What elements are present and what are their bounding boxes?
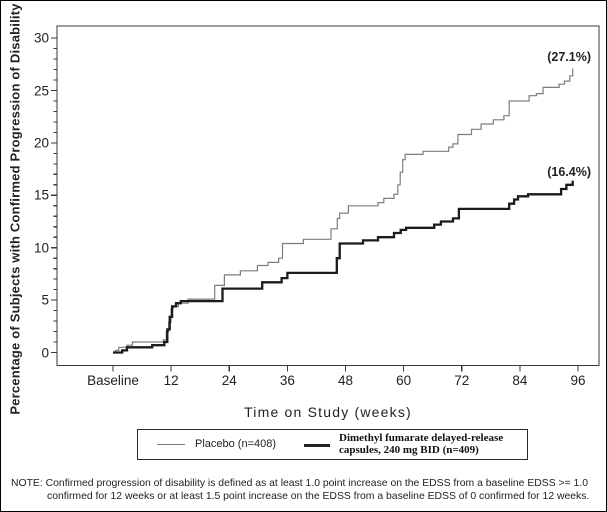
legend-label-placebo: Placebo (n=408) [195, 438, 277, 450]
footnote-line2: confirmed for 12 weeks or at least 1.5 p… [47, 491, 590, 502]
legend-label-dmf-line1: Dimethyl fumarate delayed-release [339, 432, 504, 444]
y-tick-label: 10 [33, 240, 49, 256]
x-tick-label: 24 [221, 373, 237, 388]
legend-label-dmf-line2: capsules, 240 mg BID (n=409) [339, 443, 479, 456]
footnote: NOTE: Confirmed progression of disabilit… [11, 477, 603, 503]
x-tick-label: 12 [163, 373, 179, 388]
x-tick-label: 48 [337, 373, 354, 388]
y-tick-label: 20 [33, 135, 49, 151]
dmf-line-swatch [304, 444, 330, 447]
x-tick-label: 60 [396, 373, 412, 388]
series-curve-placebo [113, 68, 574, 354]
x-tick-label: 96 [570, 373, 586, 388]
x-axis-title: Time on Study (weeks) [244, 404, 412, 420]
series-curve-dmf [113, 180, 574, 354]
placebo-line-swatch [157, 444, 185, 445]
y-tick-label: 5 [41, 292, 49, 308]
y-tick-label: 30 [33, 30, 49, 46]
y-tick-label: 0 [41, 345, 49, 360]
dmf-final-value-label: (16.4%) [547, 165, 591, 179]
placebo-final-value-label: (27.1%) [547, 50, 591, 64]
legend-box: Placebo (n=408) Dimethyl fumarate delaye… [137, 429, 528, 460]
footnote-line1: NOTE: Confirmed progression of disabilit… [11, 478, 588, 489]
x-tick-label: 72 [454, 373, 470, 388]
legend-label-dmf: Dimethyl fumarate delayed-release capsul… [339, 432, 504, 456]
x-tick-label: 84 [512, 373, 528, 388]
x-tick-label: 36 [279, 373, 295, 388]
x-tick-label: Baseline [87, 373, 139, 388]
y-tick-label: 25 [33, 83, 49, 98]
y-tick-label: 15 [33, 187, 49, 203]
